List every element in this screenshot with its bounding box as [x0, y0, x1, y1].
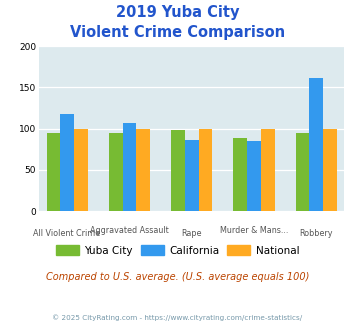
Bar [109, 133, 122, 211]
Bar [60, 114, 74, 211]
Text: Violent Crime Comparison: Violent Crime Comparison [70, 25, 285, 40]
Bar [47, 133, 60, 211]
Bar [261, 129, 274, 211]
Text: Murder & Mans...: Murder & Mans... [220, 226, 288, 235]
Text: Compared to U.S. average. (U.S. average equals 100): Compared to U.S. average. (U.S. average … [46, 272, 309, 282]
Bar [234, 138, 247, 211]
Bar [310, 79, 323, 211]
Bar [122, 123, 136, 211]
Bar [247, 141, 261, 211]
Text: © 2025 CityRating.com - https://www.cityrating.com/crime-statistics/: © 2025 CityRating.com - https://www.city… [53, 314, 302, 321]
Legend: Yuba City, California, National: Yuba City, California, National [52, 241, 303, 260]
Text: Rape: Rape [181, 229, 202, 238]
Bar [136, 129, 150, 211]
Text: All Violent Crime: All Violent Crime [33, 229, 101, 238]
Text: Aggravated Assault: Aggravated Assault [90, 226, 169, 235]
Bar [185, 140, 198, 211]
Bar [74, 129, 88, 211]
Bar [171, 130, 185, 211]
Bar [296, 133, 310, 211]
Bar [198, 129, 212, 211]
Text: 2019 Yuba City: 2019 Yuba City [116, 5, 239, 20]
Text: Robbery: Robbery [300, 229, 333, 238]
Bar [323, 129, 337, 211]
